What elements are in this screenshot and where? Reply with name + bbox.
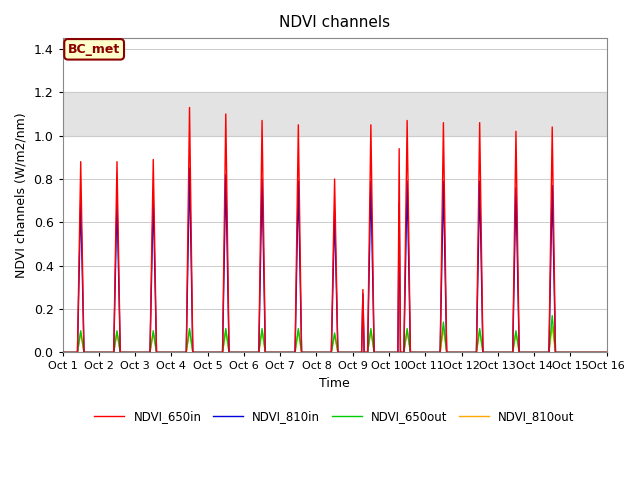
NDVI_650in [131,349,139,355]
NDVI_810in [131,349,139,355]
NDVI_810in [396,200,403,206]
NDVI_650in [349,349,356,355]
NDVI_810in [397,349,404,355]
NDVI_650out [403,326,411,332]
NDVI_650in [603,349,611,355]
NDVI_810in [186,165,193,171]
NDVI_650out [603,349,611,355]
NDVI_650in [396,146,403,152]
Line: NDVI_810out: NDVI_810out [63,326,607,352]
Title: NDVI channels: NDVI channels [279,15,390,30]
NDVI_650out [552,349,559,355]
NDVI_650in [186,105,193,110]
NDVI_810in [59,349,67,355]
NDVI_810out [548,324,556,329]
NDVI_810in [364,349,371,355]
Legend: NDVI_650in, NDVI_810in, NDVI_650out, NDVI_810out: NDVI_650in, NDVI_810in, NDVI_650out, NDV… [90,406,579,428]
Text: BC_met: BC_met [68,43,120,56]
NDVI_650in [364,349,371,355]
NDVI_650out [182,349,190,355]
NDVI_810out [59,349,67,355]
Line: NDVI_810in: NDVI_810in [63,168,607,352]
NDVI_810out [403,328,411,334]
Bar [63,92,607,136]
NDVI_650in [397,349,404,355]
NDVI_650out [494,349,502,355]
NDVI_810out [186,328,193,334]
Line: NDVI_650out: NDVI_650out [63,315,607,352]
NDVI_650in [59,349,67,355]
NDVI_810in [298,349,305,355]
NDVI_650out [186,326,193,332]
NDVI_810out [440,326,447,332]
X-axis label: Time: Time [319,377,350,390]
NDVI_650out [548,312,556,318]
NDVI_650in [298,349,305,355]
NDVI_810out [603,349,611,355]
NDVI_810in [349,349,356,355]
NDVI_810out [182,349,190,355]
NDVI_650out [440,319,447,325]
NDVI_810in [603,349,611,355]
NDVI_810out [552,349,559,355]
NDVI_650out [59,349,67,355]
Line: NDVI_650in: NDVI_650in [63,108,607,352]
Y-axis label: NDVI channels (W/m2/nm): NDVI channels (W/m2/nm) [15,112,28,278]
NDVI_810out [494,349,502,355]
